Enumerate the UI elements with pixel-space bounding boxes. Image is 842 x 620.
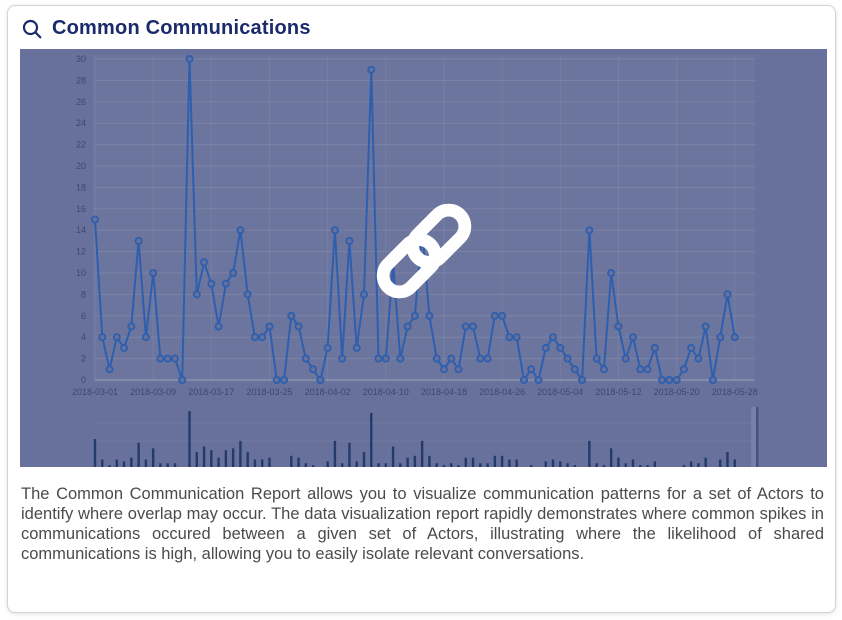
- svg-text:2: 2: [81, 354, 86, 364]
- report-description: The Common Communication Report allows y…: [21, 485, 824, 563]
- svg-text:26: 26: [76, 97, 86, 107]
- svg-text:2018-05-12: 2018-05-12: [595, 387, 641, 397]
- svg-text:2018-04-18: 2018-04-18: [421, 387, 467, 397]
- svg-text:6: 6: [81, 311, 86, 321]
- svg-text:2018-03-25: 2018-03-25: [246, 387, 292, 397]
- svg-text:24: 24: [76, 118, 86, 128]
- svg-text:0: 0: [81, 375, 86, 385]
- card-header: Common Communications: [8, 6, 835, 46]
- svg-text:20: 20: [76, 161, 86, 171]
- svg-text:4: 4: [81, 332, 86, 342]
- svg-text:2018-04-26: 2018-04-26: [479, 387, 525, 397]
- svg-text:2018-05-04: 2018-05-04: [537, 387, 583, 397]
- svg-text:18: 18: [76, 182, 86, 192]
- svg-text:16: 16: [76, 204, 86, 214]
- svg-text:2018-05-20: 2018-05-20: [654, 387, 700, 397]
- svg-text:10: 10: [76, 268, 86, 278]
- svg-text:2018-03-17: 2018-03-17: [188, 387, 234, 397]
- svg-text:14: 14: [76, 225, 86, 235]
- search-icon: [21, 18, 43, 40]
- page-title: Common Communications: [52, 17, 311, 39]
- common-communications-chart-link[interactable]: 0 2 4 6 8 10 12 14 16 18 20 22 24 26 28 30 2018-03-01 201…: [20, 49, 827, 467]
- svg-text:30: 30: [76, 54, 86, 64]
- svg-text:22: 22: [76, 140, 86, 150]
- svg-text:2018-03-09: 2018-03-09: [130, 387, 176, 397]
- svg-text:28: 28: [76, 75, 86, 85]
- common-communications-card: Common Communications 0 2 4 6 8 10 12 14 16 18 20 2…: [7, 5, 836, 613]
- svg-text:2018-04-02: 2018-04-02: [305, 387, 351, 397]
- link-icon: [376, 203, 472, 299]
- svg-text:2018-04-10: 2018-04-10: [363, 387, 409, 397]
- svg-text:12: 12: [76, 247, 86, 257]
- svg-text:8: 8: [81, 289, 86, 299]
- svg-text:2018-05-28: 2018-05-28: [712, 387, 758, 397]
- svg-text:2018-03-01: 2018-03-01: [72, 387, 118, 397]
